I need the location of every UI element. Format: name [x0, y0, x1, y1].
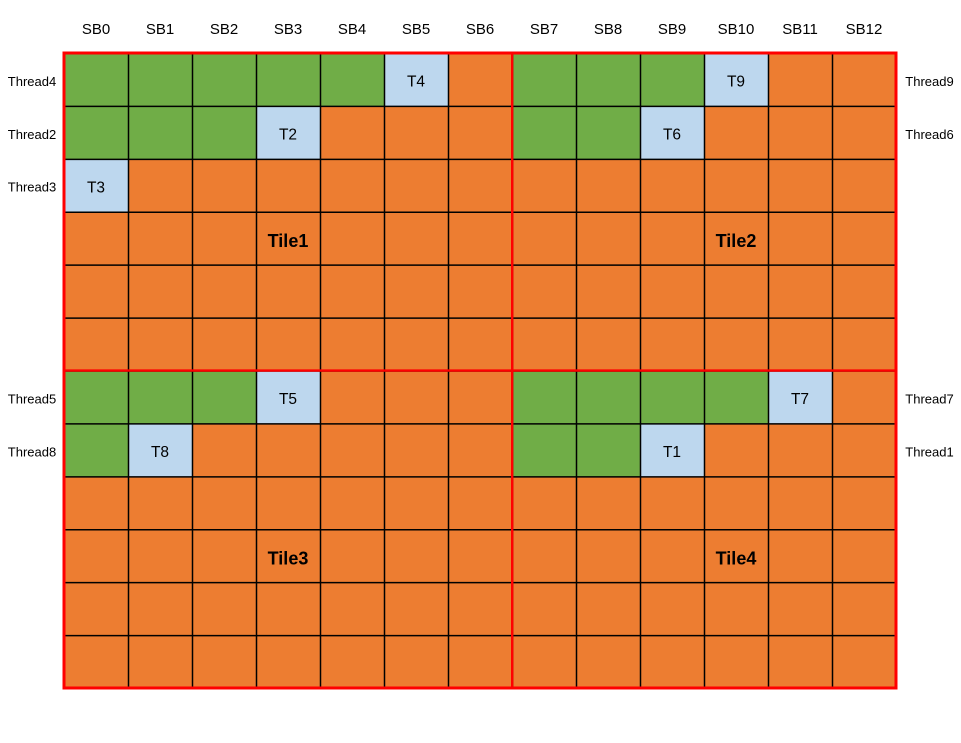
svg-text:Thread1: Thread1: [905, 444, 953, 459]
svg-text:Thread3: Thread3: [8, 180, 56, 195]
svg-text:SB4: SB4: [338, 21, 366, 38]
svg-text:SB7: SB7: [530, 21, 558, 38]
svg-text:SB8: SB8: [594, 21, 622, 38]
svg-text:Thread6: Thread6: [905, 127, 953, 142]
svg-text:Tile1: Tile1: [268, 231, 309, 251]
svg-text:SB5: SB5: [402, 21, 430, 38]
svg-text:T5: T5: [279, 391, 297, 408]
svg-text:T3: T3: [87, 179, 105, 196]
svg-text:SB1: SB1: [146, 21, 174, 38]
svg-text:SB9: SB9: [658, 21, 686, 38]
svg-text:T9: T9: [727, 74, 745, 91]
svg-text:Thread9: Thread9: [905, 74, 953, 89]
svg-text:SB3: SB3: [274, 21, 302, 38]
svg-text:T4: T4: [407, 74, 425, 91]
svg-text:Tile2: Tile2: [716, 231, 757, 251]
svg-text:Thread2: Thread2: [8, 127, 56, 142]
svg-text:Tile3: Tile3: [268, 549, 309, 569]
svg-text:T8: T8: [151, 444, 169, 461]
svg-text:SB12: SB12: [846, 21, 883, 38]
svg-text:T1: T1: [663, 444, 681, 461]
svg-text:T7: T7: [791, 391, 809, 408]
svg-text:T6: T6: [663, 127, 681, 144]
svg-text:Tile4: Tile4: [716, 549, 757, 569]
svg-text:T2: T2: [279, 127, 297, 144]
svg-text:Thread4: Thread4: [8, 74, 56, 89]
svg-text:Thread8: Thread8: [8, 444, 56, 459]
svg-text:SB2: SB2: [210, 21, 238, 38]
svg-text:SB6: SB6: [466, 21, 494, 38]
svg-text:SB0: SB0: [82, 21, 110, 38]
svg-text:SB10: SB10: [718, 21, 755, 38]
svg-text:SB11: SB11: [782, 21, 818, 38]
svg-text:Thread5: Thread5: [8, 391, 56, 406]
svg-text:Thread7: Thread7: [905, 391, 953, 406]
